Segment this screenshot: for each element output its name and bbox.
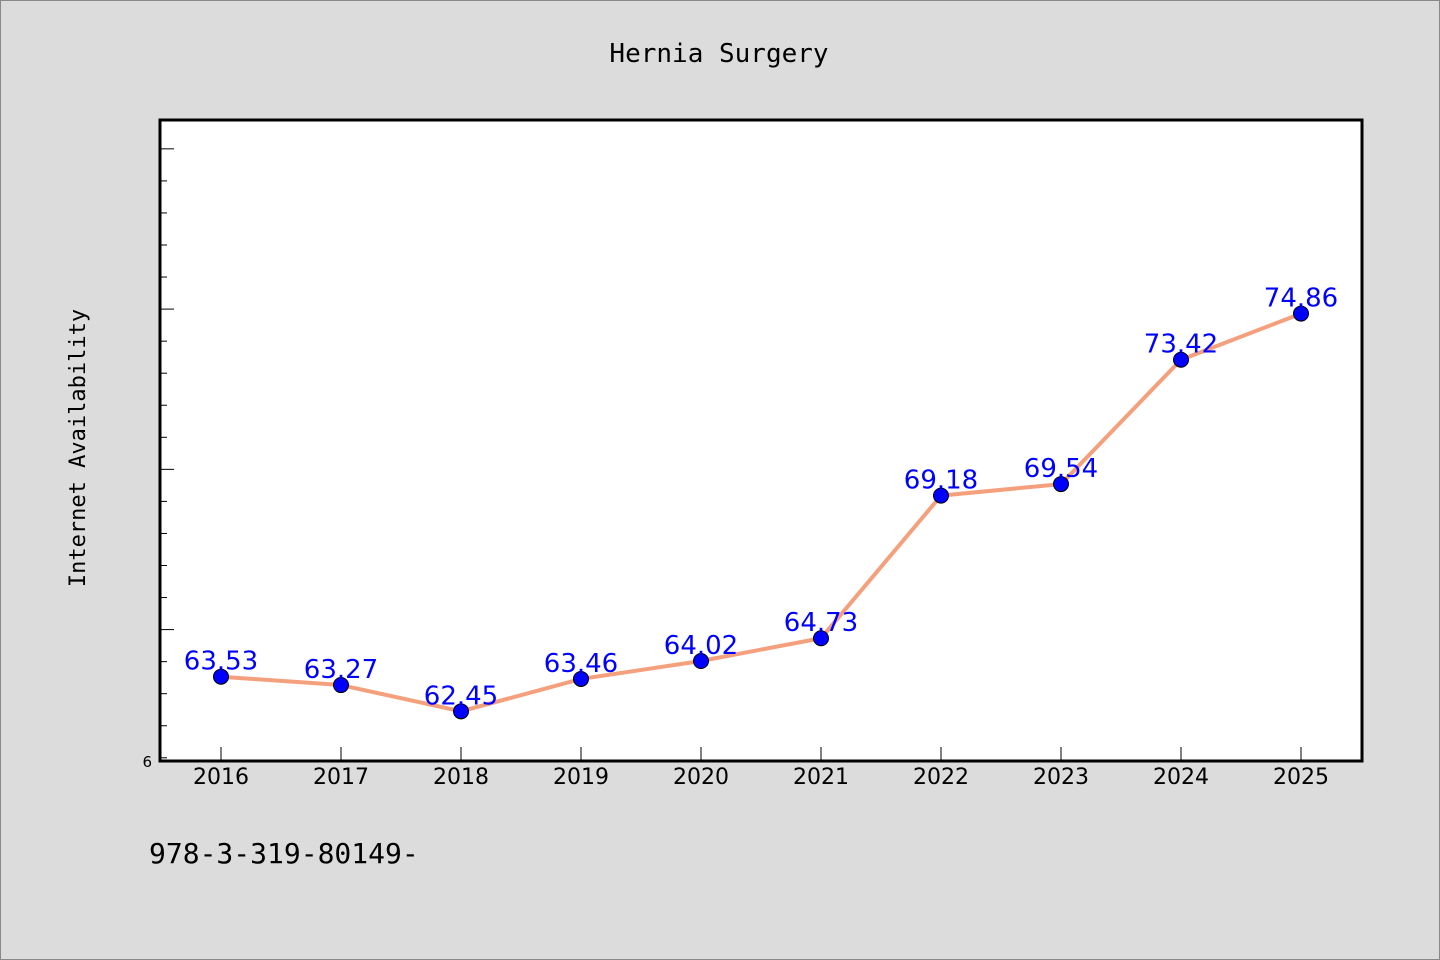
data-label-2021: 64.73 [784,608,858,638]
data-point-2021 [813,630,829,647]
data-label-2023: 69.54 [1024,454,1098,484]
y-axis-ticks: 6 [142,148,174,771]
y-axis-label: Internet Availability [66,309,91,587]
data-point-2020 [693,653,709,670]
series-line [220,311,1302,714]
chart-title: Hernia Surgery [609,39,828,69]
data-point-2022 [933,487,949,504]
series-line-group [220,311,1302,714]
data-label-2025: 74.86 [1264,284,1338,314]
x-tick-label-2025: 2025 [1273,765,1329,790]
x-tick-label-2022: 2022 [913,765,969,790]
x-tick-label-2023: 2023 [1033,765,1089,790]
footer-isbn-text: 978-3-319-80149- [149,837,419,870]
x-tick-label-2016: 2016 [193,765,249,790]
x-tick-label-2018: 2018 [433,765,489,790]
data-point-2016 [213,668,229,685]
data-point-2025 [1293,305,1309,322]
data-label-2017: 63.27 [304,655,378,685]
y-tick-label: 6 [142,753,152,771]
x-axis-ticks: 2016 2017 2018 2019 2020 2021 2022 2023 2024 2025 [193,747,1329,790]
data-label-2022: 69.18 [904,466,978,496]
x-tick-label-2024: 2024 [1153,765,1209,790]
data-label-2024: 73.42 [1144,330,1218,360]
data-label-2019: 63.46 [544,649,618,679]
x-tick-label-2017: 2017 [313,765,369,790]
x-tick-label-2020: 2020 [673,765,729,790]
x-tick-label-2021: 2021 [793,765,849,790]
plot-area [158,118,1364,763]
data-label-2020: 64.02 [664,631,738,661]
x-tick-label-2019: 2019 [553,765,609,790]
data-point-2017 [333,677,349,694]
data-labels: 63.53 63.27 62.45 63.46 64.02 64.73 69.18 69.54… [184,284,1338,712]
series-markers [213,305,1309,720]
data-point-2024 [1173,351,1189,368]
data-label-2018: 62.45 [424,681,498,711]
data-point-2023 [1053,476,1069,493]
data-point-2018 [453,703,469,720]
data-point-2019 [573,670,589,687]
data-label-2016: 63.53 [184,647,258,677]
